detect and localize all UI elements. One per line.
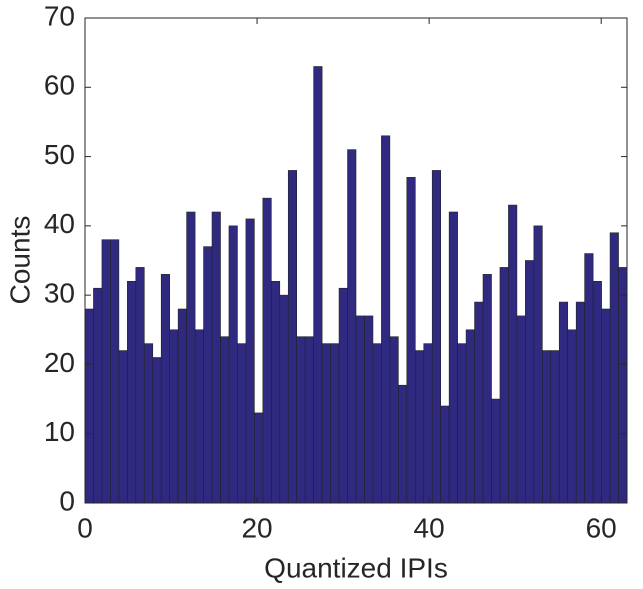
x-tick-label: 0 xyxy=(77,512,93,543)
bar xyxy=(338,287,348,504)
bar xyxy=(304,336,314,504)
bar xyxy=(542,350,552,504)
axes-box xyxy=(84,17,628,504)
bar xyxy=(499,267,509,504)
bar xyxy=(592,280,602,504)
bar xyxy=(440,405,450,504)
bar xyxy=(211,211,221,504)
bar xyxy=(194,329,204,504)
bar xyxy=(457,343,467,504)
x-tick-label: 60 xyxy=(586,512,617,543)
x-axis-label: Quantized IPIs xyxy=(264,552,448,583)
bar xyxy=(287,170,298,504)
y-tick-label: 20 xyxy=(44,347,75,378)
bar xyxy=(127,280,137,504)
bar xyxy=(177,308,187,504)
bar xyxy=(228,225,238,504)
x-tick-label: 40 xyxy=(414,512,445,543)
bar xyxy=(93,287,103,504)
bar xyxy=(110,239,120,504)
y-tick-label: 40 xyxy=(44,208,75,239)
bar xyxy=(330,343,340,504)
bar xyxy=(143,343,154,504)
bar xyxy=(448,211,458,504)
y-tick-label: 10 xyxy=(44,416,75,447)
bar xyxy=(406,177,416,504)
bar xyxy=(347,149,357,504)
bar xyxy=(101,239,111,504)
bar xyxy=(84,308,94,504)
bar xyxy=(389,336,399,504)
bar xyxy=(609,232,619,504)
y-tick-label: 50 xyxy=(44,139,75,170)
bar xyxy=(118,350,128,504)
bar xyxy=(525,260,535,504)
y-tick-label: 60 xyxy=(44,70,75,101)
bar xyxy=(160,274,170,504)
bar xyxy=(152,357,162,504)
y-tick-label: 70 xyxy=(44,0,75,31)
bar xyxy=(558,301,569,504)
bar xyxy=(237,343,247,504)
y-axis-label: Counts xyxy=(4,216,35,305)
bar xyxy=(533,225,543,504)
bar xyxy=(398,384,408,504)
bar xyxy=(135,267,145,504)
bar xyxy=(601,308,611,504)
bar xyxy=(296,336,306,504)
bar xyxy=(186,211,196,504)
bar xyxy=(508,204,518,504)
bar xyxy=(254,412,264,504)
bar xyxy=(618,267,628,504)
bar xyxy=(381,135,391,504)
bar xyxy=(465,329,475,504)
bar xyxy=(550,350,560,504)
bar xyxy=(575,301,585,504)
bar xyxy=(414,350,425,504)
x-tick-label: 20 xyxy=(241,512,272,543)
bar xyxy=(431,170,441,504)
bar xyxy=(567,329,577,504)
bar xyxy=(321,343,331,504)
bar xyxy=(474,301,484,504)
bar xyxy=(220,336,230,504)
y-tick-label: 30 xyxy=(44,278,75,309)
bar xyxy=(245,218,255,504)
bar xyxy=(372,343,382,504)
bar xyxy=(482,274,492,504)
bar xyxy=(423,343,433,504)
bar xyxy=(271,280,281,504)
bar xyxy=(491,398,501,504)
bar xyxy=(313,66,323,504)
bar xyxy=(584,253,594,504)
bar xyxy=(262,197,272,504)
bar xyxy=(516,315,526,504)
bar xyxy=(355,315,365,504)
y-tick-label: 0 xyxy=(59,485,75,516)
bar xyxy=(203,246,213,504)
bar xyxy=(279,294,289,504)
bar xyxy=(364,315,374,504)
bar xyxy=(169,329,179,504)
